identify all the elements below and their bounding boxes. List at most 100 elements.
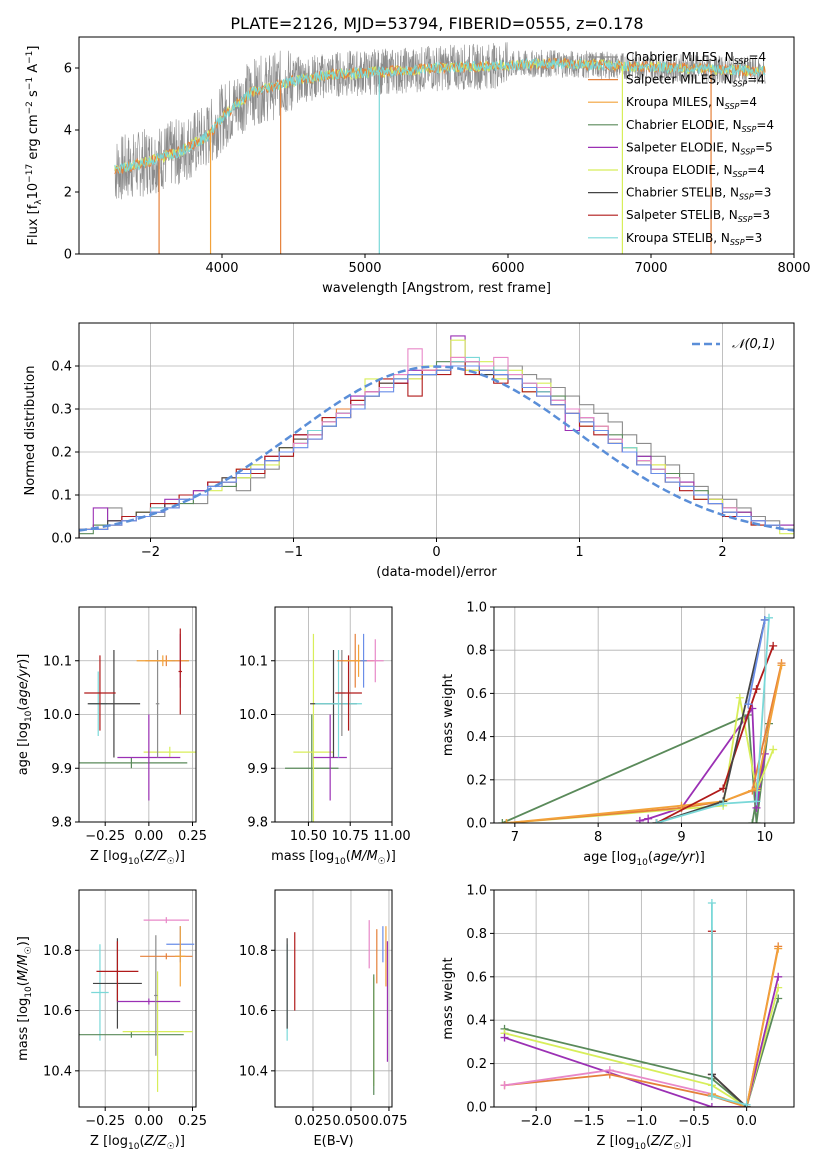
x-axis-label-part: 10 — [128, 1142, 140, 1152]
legend-label: Chabrier MILES, NSSP=4 — [626, 50, 766, 66]
plot-area-weight_vs_age — [498, 613, 786, 823]
x-axis-label-part: 10 — [634, 1142, 646, 1152]
y-tick-label: 0.0 — [51, 532, 72, 547]
weight-marker — [498, 819, 507, 823]
y-tick-label: 6 — [64, 62, 72, 77]
weight-line — [504, 998, 780, 1107]
y-tick-label: 0.0 — [466, 1101, 487, 1116]
x-tick-label: 0.25 — [178, 1114, 207, 1129]
x-axis-label-part: Z/Z — [144, 1134, 168, 1149]
x-axis-label-part: (data-model)/error — [376, 565, 497, 580]
x-tick-label: 5000 — [348, 261, 381, 276]
x-tick-label: 9 — [677, 830, 685, 845]
y-tick-label: 1.0 — [466, 601, 487, 616]
weight-marker — [765, 613, 773, 622]
x-axis-label-part: ☉ — [378, 857, 386, 867]
y-tick-label: 0.0 — [466, 817, 487, 832]
x-axis-label-part: )] — [175, 849, 185, 864]
y-tick-label: 0.4 — [466, 730, 487, 745]
x-tick-label: 0.25 — [178, 829, 207, 844]
x-axis-label-part: )] — [681, 1134, 691, 1149]
x-tick-label: 0.050 — [332, 1114, 369, 1129]
y-tick-label: 10.0 — [43, 708, 72, 723]
y-tick-label: 0.1 — [51, 489, 72, 504]
panel-spectrum: 4000 5000 6000 7000 8000 0 2 4 6 wavelength [Angs… — [25, 36, 811, 296]
weight-marker — [752, 797, 761, 806]
weight-marker — [635, 816, 644, 823]
weight-marker — [652, 819, 661, 823]
weight-marker — [744, 700, 753, 709]
legend-label: Chabrier STELIB, NSSP=3 — [626, 186, 771, 202]
y-tick-label: 0.2 — [51, 446, 72, 461]
y-axis-label-part: ( — [16, 706, 31, 711]
y-tick-label: 0.2 — [466, 1057, 487, 1072]
x-axis-label: (data-model)/error — [376, 565, 497, 580]
y-tick-label: 0.4 — [51, 360, 72, 375]
panel-weight_vs_Z: −2.0 −1.5 −1.0 −0.5 0.0 0.0 0.2 0.4 0.6 0.8 1.0 Z [… — [441, 884, 795, 1152]
y-tick-label: 0.3 — [51, 403, 72, 418]
y-axis-label: Normed distribution — [23, 366, 38, 496]
y-axis-label-part: age [log — [16, 722, 31, 775]
y-axis-label: mass [log10(M/M☉)] — [16, 936, 34, 1061]
x-tick-label: 7000 — [634, 261, 667, 276]
spectrum-model-line — [114, 56, 766, 174]
weight-line — [506, 662, 783, 823]
panel-age_vs_mass: 10.50 10.75 11.00 9.8 9.9 10.0 10.1 mass [log10… — [239, 606, 411, 867]
y-tick-label: 10.6 — [43, 1004, 72, 1019]
x-tick-label: 11.00 — [373, 829, 410, 844]
y-axis-label-part: ☉ — [24, 946, 34, 954]
weight-marker — [500, 1081, 509, 1090]
legend-label-sub: SSP — [738, 215, 753, 224]
panel-residuals: −2 −1 0 1 2 0.0 0.1 0.2 0.3 0.4 (data-model)/error… — [23, 322, 795, 580]
x-tick-label: −1.5 — [573, 1114, 605, 1129]
x-axis-label-part: M/M — [351, 849, 378, 864]
x-tick-label: 10.50 — [290, 829, 327, 844]
x-axis-label-part: 10 — [334, 857, 346, 867]
y-tick-label: 9.9 — [51, 762, 72, 777]
legend-label: Salpeter MILES, NSSP=4 — [626, 73, 765, 89]
weight-marker — [735, 693, 744, 702]
x-axis-label: wavelength [Angstrom, rest frame] — [322, 281, 551, 296]
weight-marker — [707, 899, 716, 908]
legend-label: Kroupa ELODIE, NSSP=4 — [626, 163, 765, 179]
plot-area-spectrum — [114, 42, 766, 254]
y-tick-label: 9.8 — [247, 816, 268, 831]
y-tick-label: 0.8 — [466, 644, 487, 659]
legend-label-sub: SSP — [730, 238, 745, 247]
x-axis-label: mass [log10(M/M☉)] — [271, 849, 396, 867]
x-tick-label: 0.075 — [370, 1114, 407, 1129]
x-axis-label-part: ( — [346, 849, 351, 864]
x-tick-label: −2 — [141, 545, 160, 560]
x-tick-label: 0 — [432, 545, 440, 560]
plot-area-age_vs_Z — [79, 628, 196, 801]
y-tick-label: 0.2 — [466, 773, 487, 788]
x-axis-label-part: ( — [648, 850, 653, 865]
y-axis-label: mass weight — [441, 957, 456, 1039]
x-axis-label-part: mass [log — [271, 849, 334, 864]
x-axis-label-part: Z [log — [90, 849, 128, 864]
weight-marker — [774, 944, 783, 953]
plot-area-mass_vs_Z — [79, 917, 195, 1092]
weight-marker — [777, 661, 786, 670]
y-tick-label: 10.8 — [43, 944, 72, 959]
legend-label-value: =3 — [754, 186, 772, 200]
y-axis-label-part: erg cm — [26, 114, 41, 163]
y-tick-label: 0.6 — [466, 970, 487, 985]
y-axis-label-part: ( — [16, 981, 31, 986]
weight-marker — [774, 972, 783, 981]
y-tick-label: 4 — [64, 124, 72, 139]
legend-label-text: Chabrier STELIB, N — [626, 186, 739, 200]
legend-label-sub: SSP — [739, 193, 754, 202]
y-axis-label: mass weight — [441, 674, 456, 756]
x-tick-label: 2 — [718, 545, 726, 560]
y-axis-label-part: Normed distribution — [23, 366, 38, 496]
y-axis-label-part: A — [26, 64, 41, 77]
y-tick-label: 1.0 — [466, 884, 487, 899]
weight-marker — [500, 1033, 509, 1042]
y-axis-label-part: mass weight — [441, 674, 456, 756]
legend-label-text: Chabrier ELODIE, N — [626, 118, 742, 132]
x-tick-label: 7 — [511, 830, 519, 845]
legend-label-value: =4 — [756, 118, 774, 132]
x-axis-label-part: )] — [695, 850, 705, 865]
